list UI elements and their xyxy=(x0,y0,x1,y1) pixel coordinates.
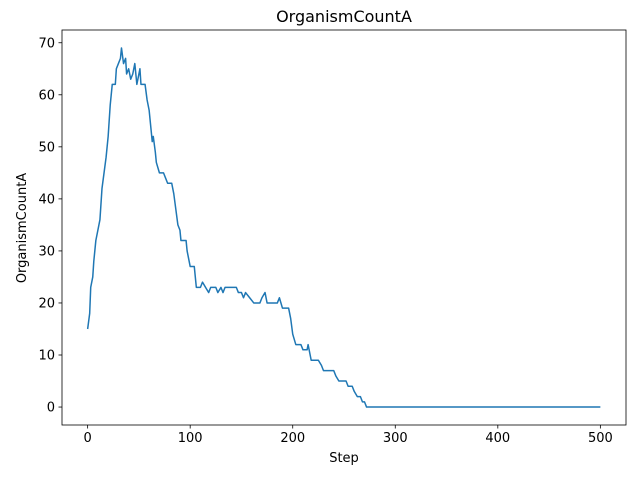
y-tick-label: 40 xyxy=(38,192,55,207)
x-tick-label: 500 xyxy=(588,431,613,446)
x-tick-label: 100 xyxy=(178,431,203,446)
x-tick-label: 400 xyxy=(485,431,510,446)
x-tick-label: 200 xyxy=(280,431,305,446)
x-tick-label: 0 xyxy=(83,431,91,446)
y-tick-label: 60 xyxy=(38,88,55,103)
y-tick-label: 20 xyxy=(38,296,55,311)
data-line xyxy=(86,47,601,408)
y-tick-label: 50 xyxy=(38,140,55,155)
plot-frame xyxy=(61,29,627,426)
y-tick-label: 30 xyxy=(38,244,55,259)
x-tick-label: 300 xyxy=(383,431,408,446)
chart-title: OrganismCountA xyxy=(276,7,412,26)
y-tick-label: 10 xyxy=(38,349,55,364)
y-axis-label: OrganismCountA xyxy=(15,173,30,283)
y-tick-label: 70 xyxy=(38,36,55,51)
x-axis-label: Step xyxy=(329,451,359,466)
y-tick-label: 0 xyxy=(47,401,55,416)
